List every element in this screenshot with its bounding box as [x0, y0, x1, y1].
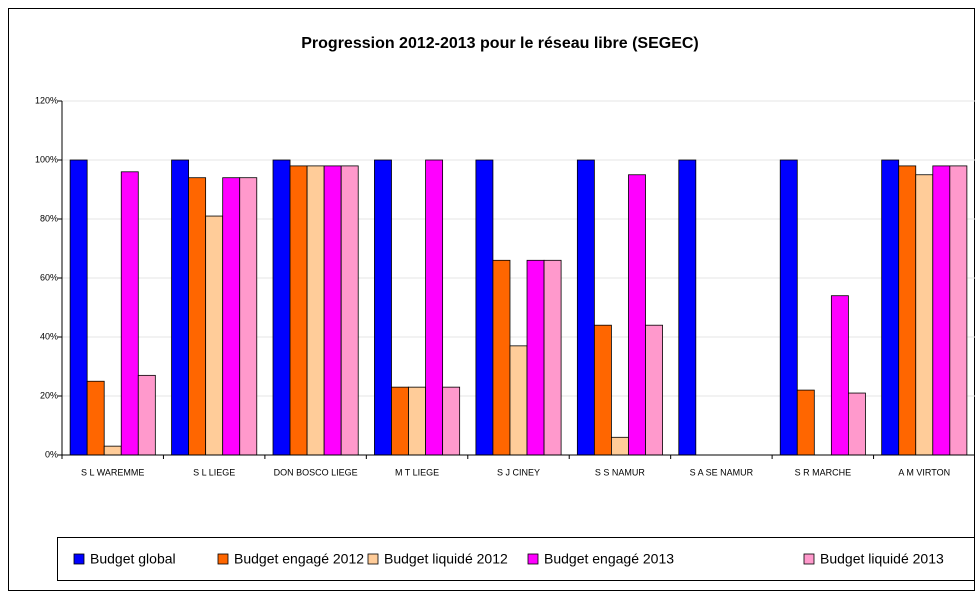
bar	[611, 436, 629, 456]
x-tick-label: A M VIRTON	[898, 467, 950, 477]
bar	[323, 165, 342, 456]
bar	[932, 165, 951, 456]
x-tick-label: S J CINEY	[497, 467, 540, 477]
bar	[239, 177, 258, 456]
y-tick-label: 100%	[35, 154, 58, 164]
bar	[678, 159, 697, 456]
x-tick-label: S S NAMUR	[595, 467, 646, 477]
legend-swatch	[527, 553, 539, 565]
bar	[120, 171, 139, 456]
bar	[645, 324, 663, 456]
x-tick-label: M T LIEGE	[395, 467, 439, 477]
bar	[306, 165, 325, 456]
bar	[137, 374, 156, 456]
bar	[408, 386, 426, 456]
legend-swatch	[73, 553, 85, 565]
y-tick-label: 40%	[40, 331, 58, 341]
bar	[272, 159, 291, 456]
bar	[796, 389, 815, 456]
bar	[898, 165, 917, 456]
legend-swatch	[803, 553, 815, 565]
x-tick-label: S L LIEGE	[193, 467, 235, 477]
bar	[442, 386, 461, 456]
legend-label: Budget global	[90, 551, 176, 567]
bar	[425, 159, 444, 456]
y-tick-label: 60%	[40, 272, 58, 282]
bar	[289, 165, 308, 456]
bar	[543, 259, 562, 456]
bar	[171, 159, 190, 456]
bar	[847, 392, 866, 456]
y-tick-label: 80%	[40, 213, 58, 223]
bar	[915, 174, 934, 456]
bar	[526, 259, 545, 456]
bar	[881, 159, 900, 456]
y-tick-label: 20%	[40, 390, 58, 400]
bar	[779, 159, 798, 456]
bar	[103, 445, 122, 456]
bar	[628, 174, 646, 456]
bar	[475, 159, 494, 456]
x-tick-label: S A SE NAMUR	[690, 467, 754, 477]
y-tick-label: 120%	[35, 95, 58, 105]
y-tick-label: 0%	[45, 449, 58, 459]
legend-label: Budget engagé 2012	[234, 551, 364, 567]
bar	[222, 177, 241, 456]
bar	[340, 165, 359, 456]
chart-title: Progression 2012-2013 pour le réseau lib…	[301, 35, 699, 52]
legend-label: Budget liquidé 2013	[820, 551, 944, 567]
legend-swatch	[217, 553, 229, 565]
bar	[492, 259, 511, 456]
x-tick-label: DON BOSCO LIEGE	[274, 467, 358, 477]
legend-label: Budget liquidé 2012	[384, 551, 508, 567]
bar	[86, 380, 105, 456]
bar	[69, 159, 88, 456]
bar	[509, 345, 528, 456]
bar	[949, 165, 968, 456]
legend-box	[57, 537, 975, 581]
x-tick-label: S L WAREMME	[81, 467, 144, 477]
x-tick-label: S R MARCHE	[795, 467, 852, 477]
bar	[576, 159, 595, 456]
bar	[593, 324, 612, 456]
legend-label: Budget engagé 2013	[544, 551, 674, 567]
bar	[830, 295, 849, 456]
bar	[391, 386, 409, 456]
legend-swatch	[367, 553, 379, 565]
bar	[205, 215, 224, 456]
bar	[374, 159, 392, 456]
bar	[188, 177, 207, 456]
